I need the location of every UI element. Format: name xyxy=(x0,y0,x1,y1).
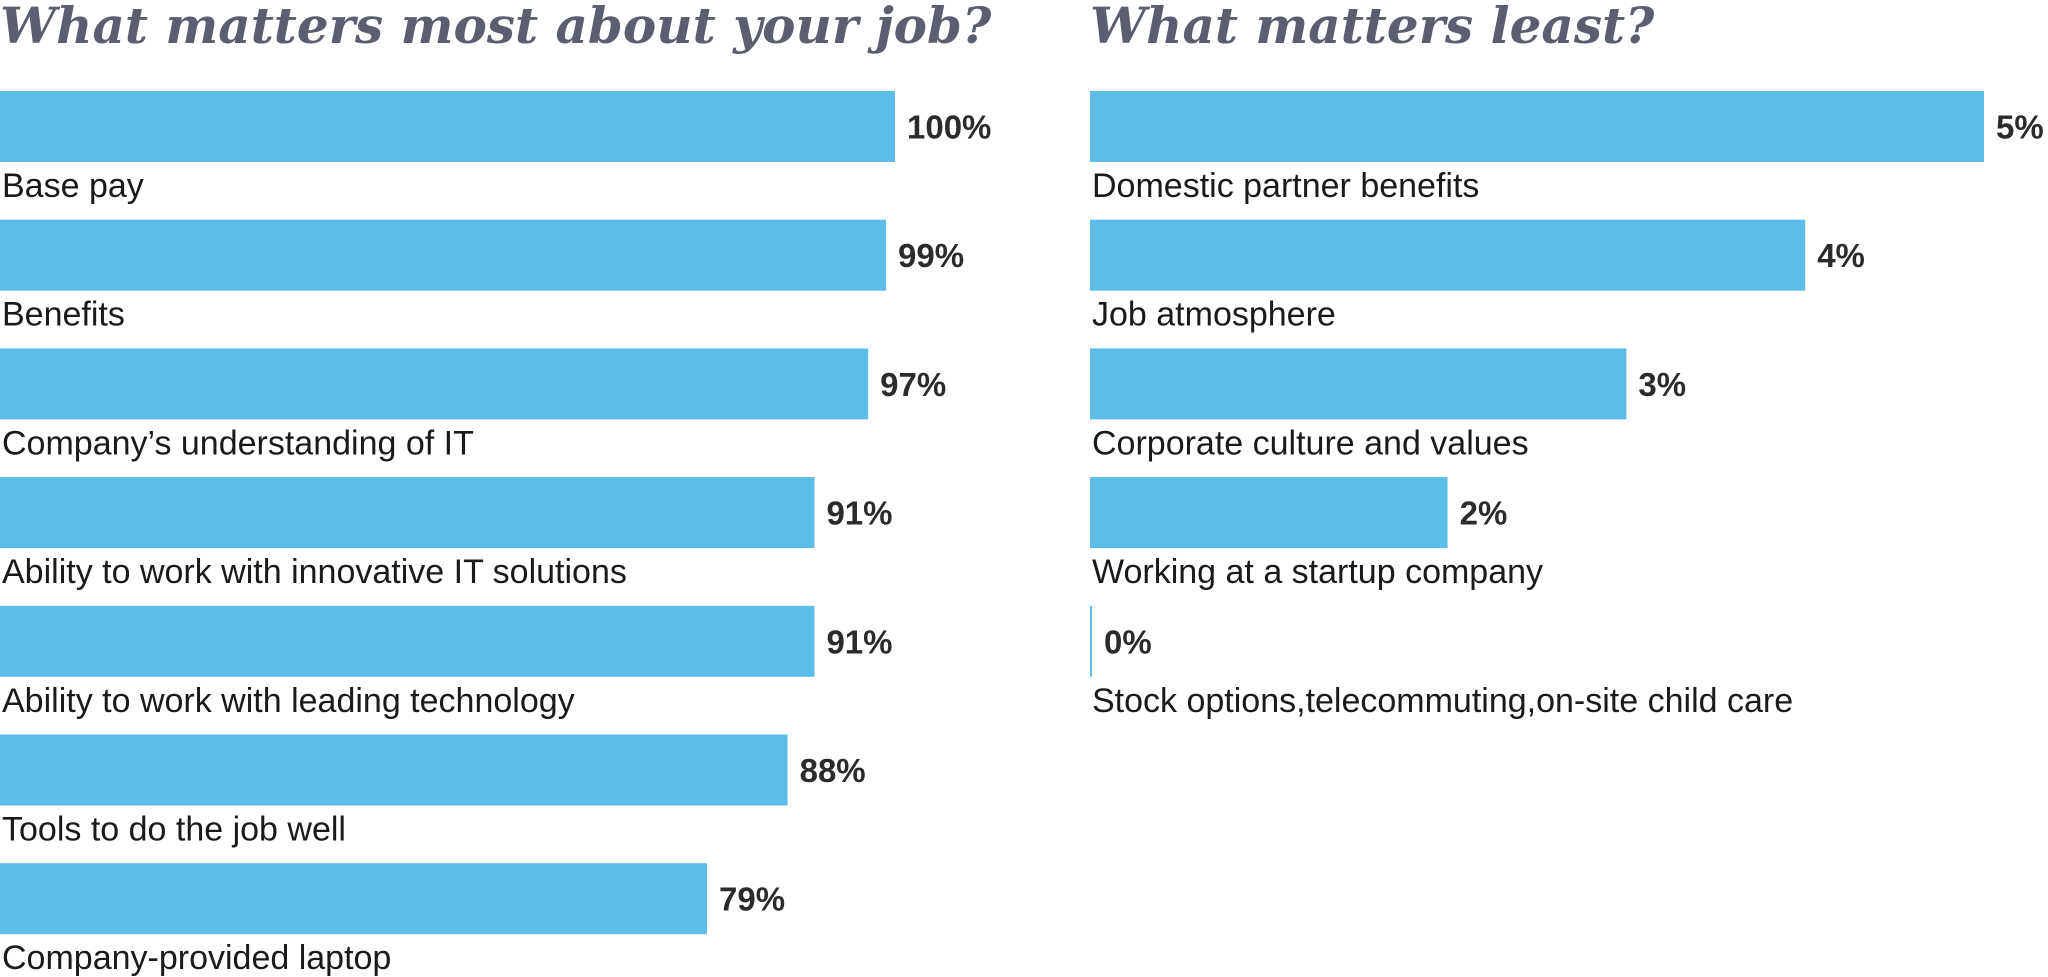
least-value-label-5: 0% xyxy=(1104,623,1152,660)
most-category-label-1: Base pay xyxy=(2,167,144,205)
least-value-label-3: 3% xyxy=(1638,366,1686,403)
most-category-label-3: Company’s understanding of IT xyxy=(2,424,474,462)
most-bar-1 xyxy=(0,91,895,162)
chart-least-important: What matters least? 5% Domestic partner b… xyxy=(1090,0,2048,977)
chart-title-most: What matters most about your job? xyxy=(0,0,992,55)
most-category-label-5: Ability to work with leading technology xyxy=(2,682,575,720)
most-value-label-6: 88% xyxy=(800,752,866,789)
most-bar-5 xyxy=(0,605,815,677)
most-bar-2 xyxy=(0,219,887,291)
most-value-label-5: 91% xyxy=(826,623,892,660)
least-category-label-1: Domestic partner benefits xyxy=(1092,167,1479,205)
most-category-label-2: Benefits xyxy=(2,296,125,334)
least-bar-3 xyxy=(1090,348,1627,420)
least-value-label-2: 4% xyxy=(1817,237,1865,274)
most-bar-6 xyxy=(0,734,788,806)
least-category-label-5: Stock options,telecommuting,on-site chil… xyxy=(1092,682,1793,720)
chart-title-least: What matters least? xyxy=(1090,0,1655,55)
most-bar-4 xyxy=(0,477,815,549)
least-bar-5 xyxy=(1090,605,1092,677)
most-value-label-3: 97% xyxy=(880,366,946,403)
most-category-label-4: Ability to work with innovative IT solut… xyxy=(2,553,627,591)
most-value-label-2: 99% xyxy=(898,237,964,274)
least-value-label-4: 2% xyxy=(1460,495,1508,532)
least-value-label-1: 5% xyxy=(1996,109,2044,146)
most-value-label-7: 79% xyxy=(719,881,785,918)
most-bar-7 xyxy=(0,863,708,935)
most-bar-3 xyxy=(0,348,869,420)
least-category-label-4: Working at a startup company xyxy=(1092,553,1543,591)
most-value-label-1: 100% xyxy=(907,109,991,146)
least-bar-4 xyxy=(1090,477,1448,549)
chart-most-important: What matters most about your job? 100% Ba… xyxy=(0,0,992,977)
least-bar-2 xyxy=(1090,219,1806,291)
most-category-label-6: Tools to do the job well xyxy=(2,811,346,849)
chart-canvas-least: 5% Domestic partner benefits 4% Job atmosph… xyxy=(1090,91,2044,720)
least-category-label-3: Corporate culture and values xyxy=(1092,424,1529,462)
most-value-label-4: 91% xyxy=(826,495,892,532)
chart-canvas-most: 100% Base pay 99% Benefits 97% Company’s unde… xyxy=(0,91,991,977)
most-category-label-7: Company-provided laptop xyxy=(2,939,391,977)
least-category-label-2: Job atmosphere xyxy=(1092,296,1336,334)
least-bar-1 xyxy=(1090,91,1984,162)
